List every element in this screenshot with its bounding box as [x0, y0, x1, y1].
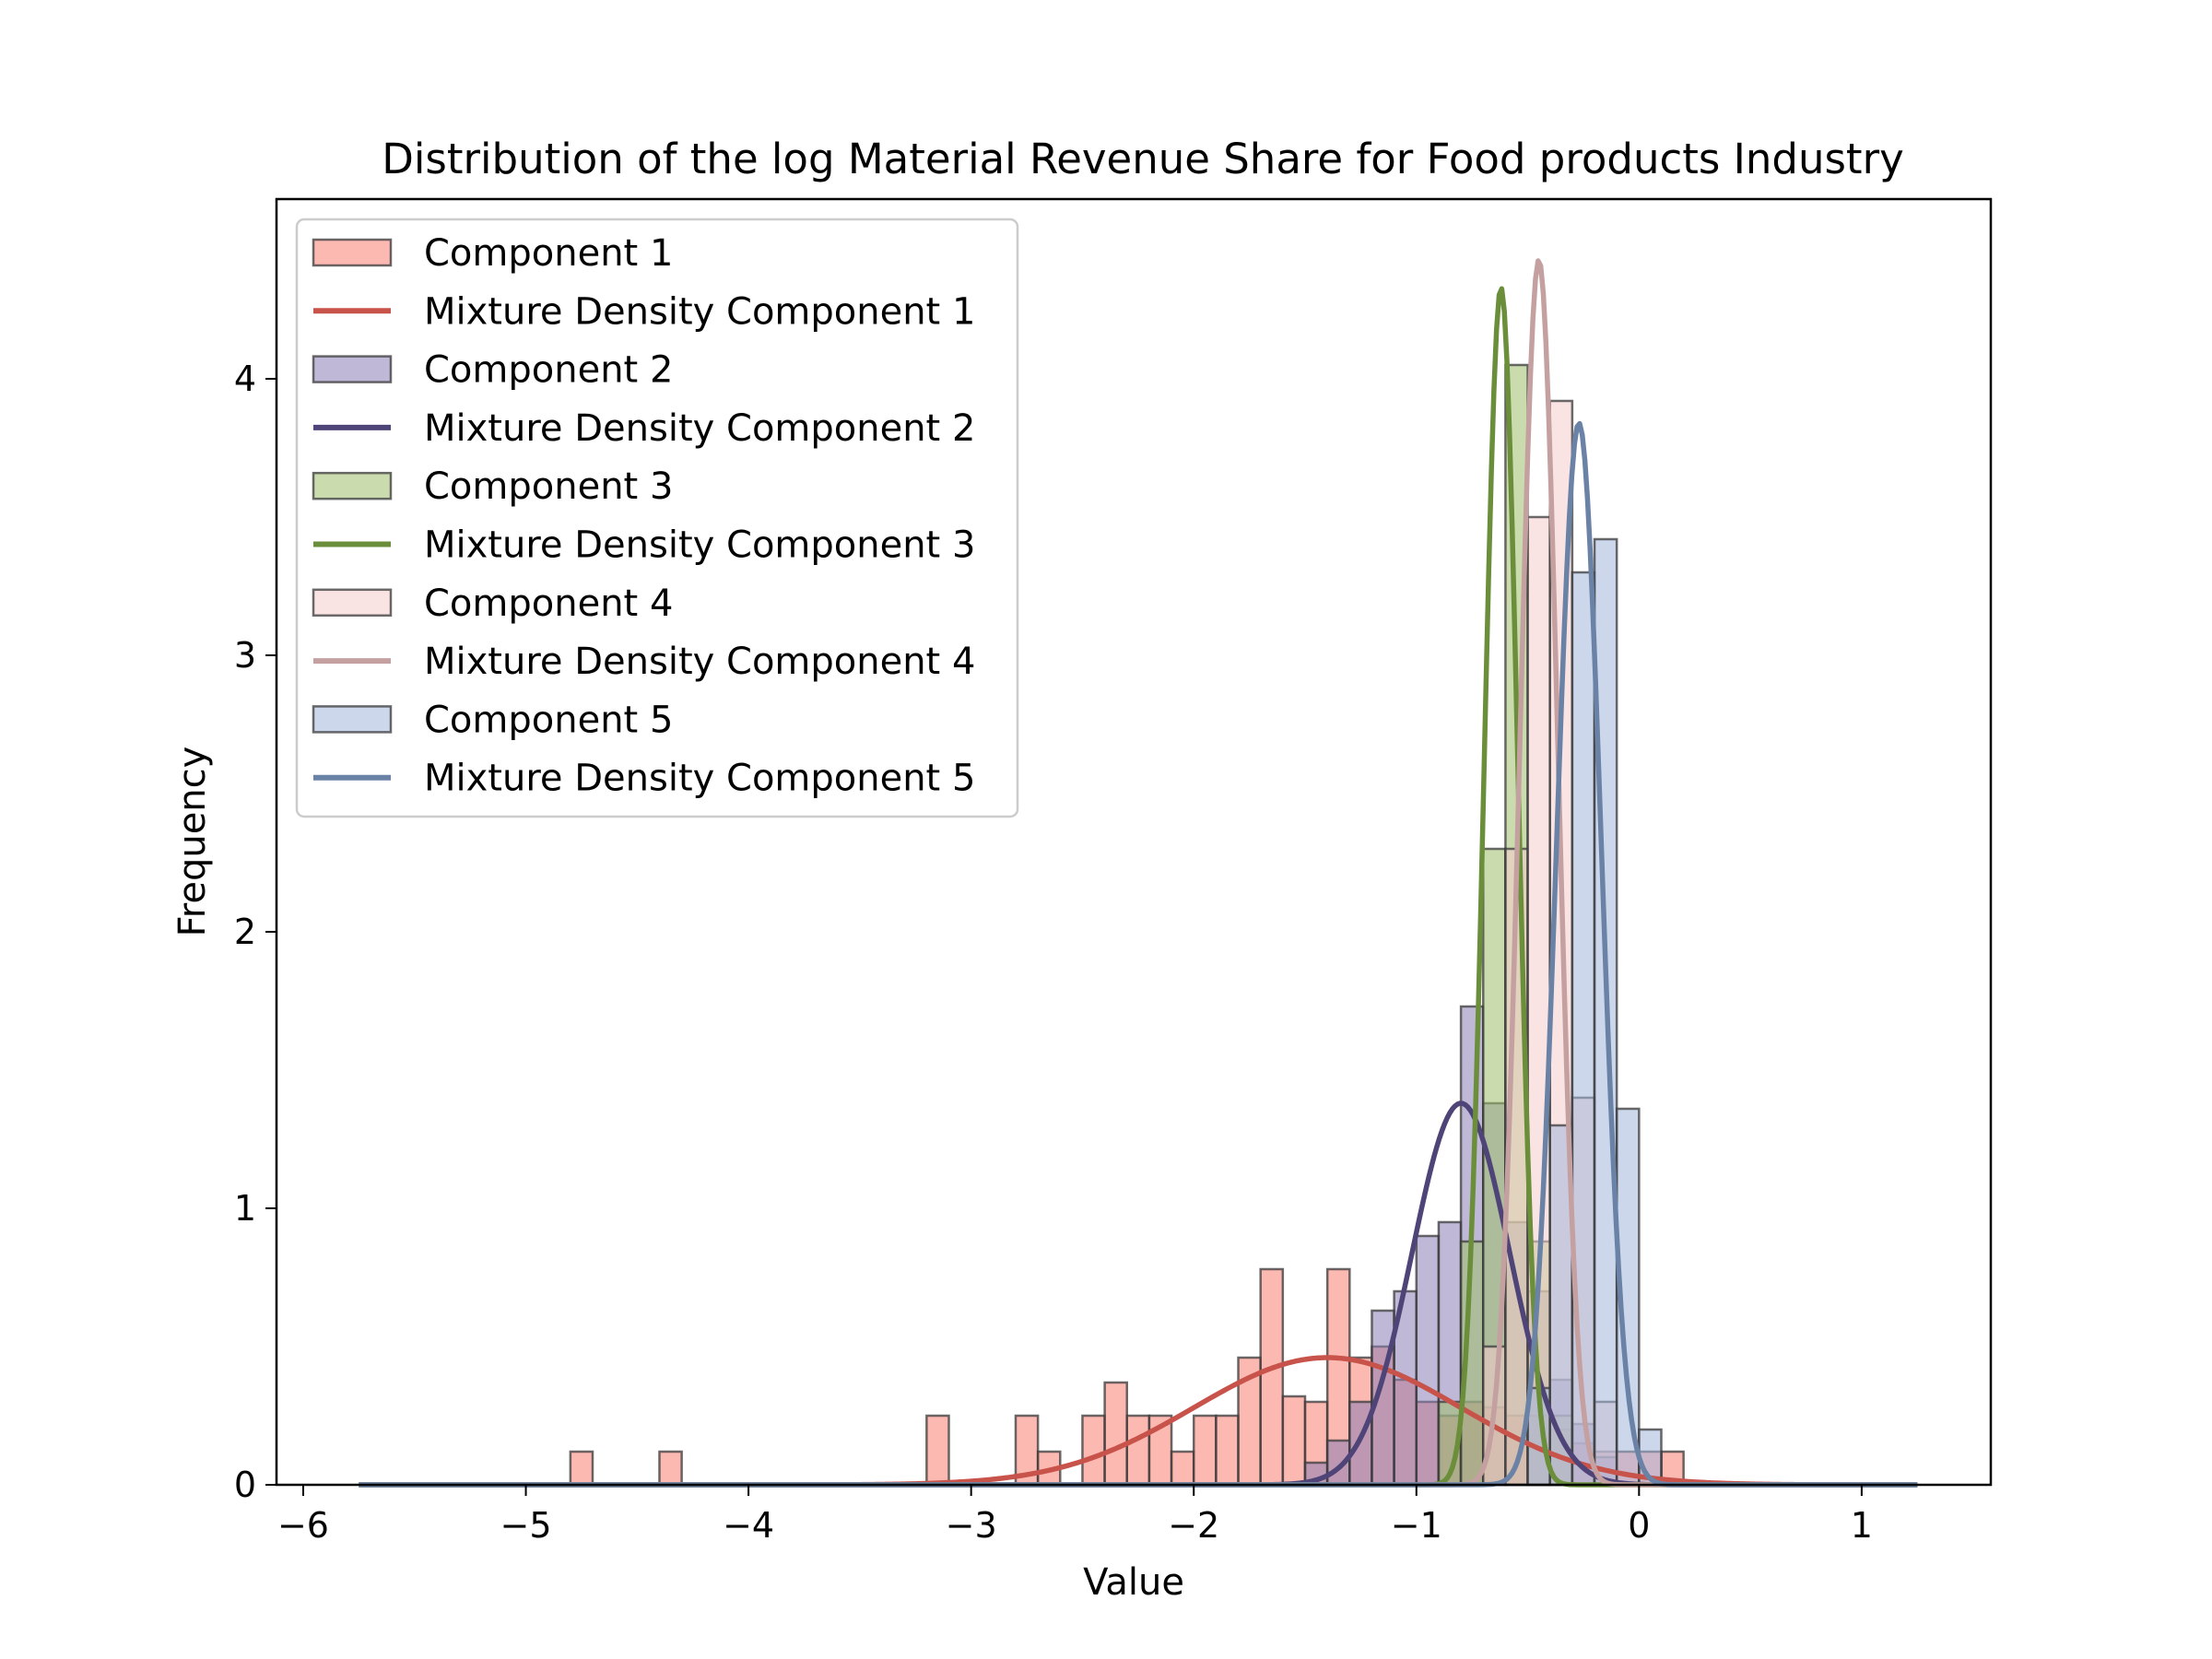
plot-frame — [275, 197, 1993, 1487]
y-tick-label: 0 — [234, 1465, 256, 1505]
component-1-bar-6 — [1103, 1381, 1129, 1487]
legend-label: Mixture Density Component 3 — [424, 524, 975, 567]
x-tick-label: −6 — [277, 1505, 329, 1546]
component-2-bar-5 — [1415, 1234, 1441, 1487]
x-tick-label: −2 — [1168, 1505, 1219, 1546]
component-4-bar-2 — [1526, 515, 1551, 1487]
legend-swatch-component-1 — [312, 238, 393, 267]
component-1-bar-0 — [569, 1450, 594, 1487]
legend-label: Component 2 — [424, 349, 673, 392]
legend-label: Mixture Density Component 4 — [424, 641, 975, 683]
x-tick-label: −1 — [1391, 1505, 1442, 1546]
y-tick-label: 3 — [234, 635, 256, 676]
x-tick-label: 0 — [1628, 1505, 1650, 1546]
x-tick-label: 1 — [1851, 1505, 1873, 1546]
legend-swatch-component-3 — [312, 471, 393, 500]
legend: Component 1 Mixture Density Component 1 Co… — [295, 218, 1019, 818]
component-1-bar-2 — [925, 1414, 950, 1487]
component-1-bar-9 — [1170, 1450, 1195, 1487]
x-axis-label: Value — [1083, 1561, 1184, 1604]
legend-label: Component 5 — [424, 699, 673, 741]
x-tick-label: −3 — [946, 1505, 997, 1546]
legend-swatch-component-2 — [312, 355, 393, 383]
component-5-bar-2 — [1571, 571, 1596, 1487]
legend-label: Mixture Density Component 1 — [424, 290, 975, 333]
legend-swatch-component-4 — [312, 588, 393, 618]
legend-label: Mixture Density Component 2 — [424, 407, 975, 450]
component-1-bar-1 — [658, 1450, 683, 1487]
legend-swatch-component-5 — [312, 705, 393, 734]
component-1-bar-7 — [1125, 1414, 1151, 1487]
chart-title: Distribution of the log Material Revenue… — [382, 135, 1903, 183]
x-tick-label: −4 — [723, 1505, 774, 1546]
legend-label: Component 1 — [424, 232, 673, 275]
legend-box — [295, 218, 1019, 818]
component-1-bar-13 — [1259, 1267, 1285, 1487]
legend-label: Component 4 — [424, 582, 673, 625]
y-tick-label: 4 — [234, 359, 256, 399]
axes: −6 −5 −4 −3 −2 −1 0 1 0 1 2 3 4 — [234, 359, 1873, 1546]
plot-area — [359, 258, 1918, 1488]
y-tick-label: 2 — [234, 912, 256, 952]
component-1-bar-11 — [1215, 1414, 1240, 1487]
x-tick-label: −5 — [500, 1505, 552, 1546]
legend-label: Component 3 — [424, 465, 673, 508]
component-1-bar-14 — [1281, 1394, 1307, 1487]
component-1-bar-5 — [1081, 1414, 1106, 1487]
y-tick-label: 1 — [234, 1188, 256, 1229]
legend-label: Mixture Density Component 5 — [424, 758, 975, 800]
component-1-bar-10 — [1192, 1414, 1218, 1487]
y-axis-label: Frequency — [171, 747, 214, 937]
